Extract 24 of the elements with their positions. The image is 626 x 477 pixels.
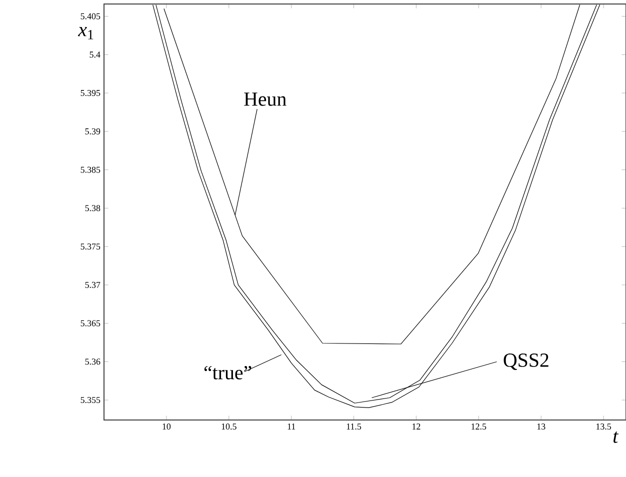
y-tick-label: 5.365 — [80, 320, 100, 326]
x-tick-label: 12.5 — [472, 424, 486, 430]
y-tick-label: 5.37 — [85, 282, 100, 288]
y-tick-label: 5.375 — [80, 244, 100, 250]
y-tick-label: 5.405 — [80, 13, 100, 20]
x-tick-label: 10 — [162, 424, 171, 430]
x-tick-label: 13 — [537, 424, 546, 430]
y-tick-label: 5.4 — [90, 52, 100, 58]
y-tick-label: 5.385 — [80, 166, 100, 173]
y-tick-label: 5.355 — [80, 397, 100, 404]
x-tick-label: 11.5 — [346, 424, 362, 430]
annotation: Heun — [244, 92, 286, 106]
y-axis-title: x$_{1}$ — [78, 27, 94, 40]
y-tick-label: 5.36 — [85, 358, 100, 365]
y-tick-label: 5.39 — [85, 128, 100, 134]
x-tick-label: 10.5 — [222, 424, 236, 430]
annotation: QSS2 — [504, 354, 548, 370]
y-tick-label: 5.395 — [80, 90, 100, 96]
y-tick-label: 5.38 — [85, 205, 100, 212]
annotation: “true” — [204, 366, 252, 380]
x-tick-label: 13.5 — [596, 424, 612, 430]
x-tick-label: 11 — [288, 424, 296, 430]
x-axis-title: t — [613, 432, 619, 443]
x-tick-label: 12 — [412, 424, 420, 430]
